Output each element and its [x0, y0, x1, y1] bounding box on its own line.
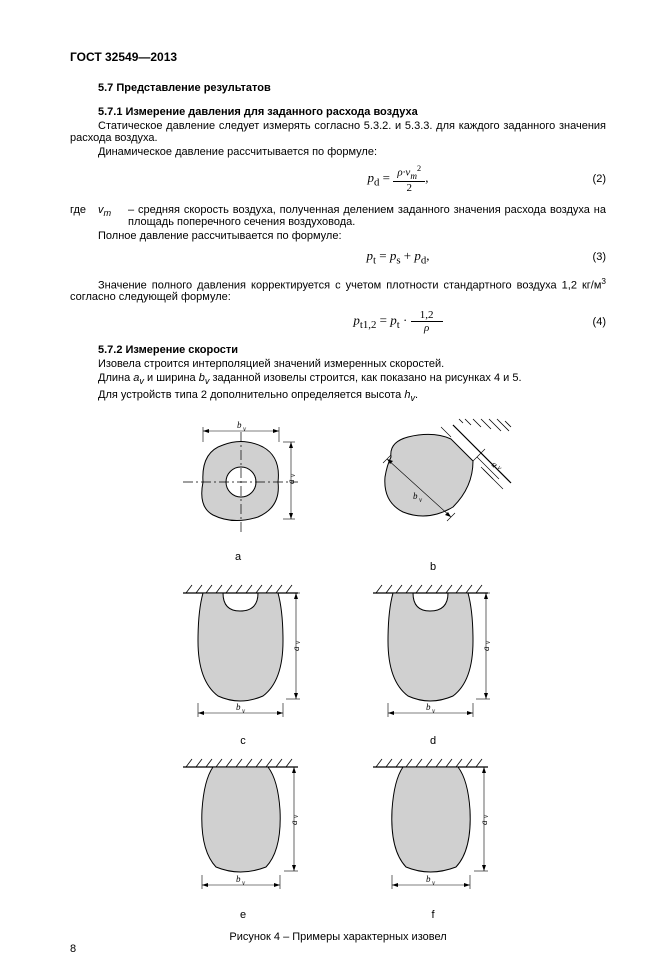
figure-4-caption: Рисунок 4 – Примеры характерных изовел	[70, 931, 606, 943]
equation-3-number: (3)	[566, 251, 606, 263]
svg-text:b: b	[236, 702, 241, 712]
svg-text:b: b	[413, 491, 418, 501]
figure-4: b v a v a	[70, 417, 606, 943]
para-isovel-dims: Длина av и ширина bv заданной изовелы ст…	[70, 372, 606, 386]
equation-3: pt = ps + pd, (3)	[70, 248, 606, 267]
para-dynamic-pressure: Динамическое давление рассчитывается по …	[70, 146, 606, 158]
equation-2-number: (2)	[566, 173, 606, 185]
para-type2-height: Для устройств типа 2 дополнительно опред…	[70, 389, 606, 403]
page-number: 8	[70, 943, 76, 955]
svg-text:a: a	[286, 479, 296, 484]
para-correction: Значение полного давления корректируется…	[70, 277, 606, 304]
figure-4e: a v b v e	[168, 755, 318, 921]
figure-4c: a v b v c	[168, 581, 318, 747]
figure-4f: a v b v f	[358, 755, 508, 921]
svg-text:a: a	[289, 820, 299, 825]
figure-4a: b v a v a	[163, 417, 313, 573]
equation-2: pd = ρ·vm22, (2)	[70, 164, 606, 194]
doc-header: ГОСТ 32549—2013	[70, 50, 606, 64]
svg-text:b: b	[426, 702, 431, 712]
section-5-7-2-title: 5.7.2 Измерение скорости	[98, 344, 606, 356]
para-total-pressure: Полное давление рассчитывается по формул…	[70, 230, 606, 242]
equation-4-number: (4)	[566, 316, 606, 328]
equation-4: pt1,2 = pt · 1,2ρ (4)	[70, 309, 606, 334]
svg-text:b: b	[237, 420, 242, 430]
figure-4d: a v b v d	[358, 581, 508, 747]
svg-text:a: a	[291, 646, 301, 651]
svg-text:b: b	[426, 874, 431, 884]
where-vm: где vm – средняя скорость воздуха, получ…	[70, 204, 606, 228]
svg-text:a: a	[479, 820, 489, 825]
section-5-7-1-title: 5.7.1 Измерение давления для заданного р…	[98, 106, 606, 118]
section-5-7-title: 5.7 Представление результатов	[98, 82, 606, 94]
svg-text:a: a	[481, 646, 491, 651]
svg-text:b: b	[236, 874, 241, 884]
para-isovel-interp: Изовела строится интерполяцией значений …	[70, 358, 606, 370]
figure-4b: b v a v	[353, 417, 513, 573]
para-static-pressure: Статическое давление следует измерять со…	[70, 120, 606, 144]
